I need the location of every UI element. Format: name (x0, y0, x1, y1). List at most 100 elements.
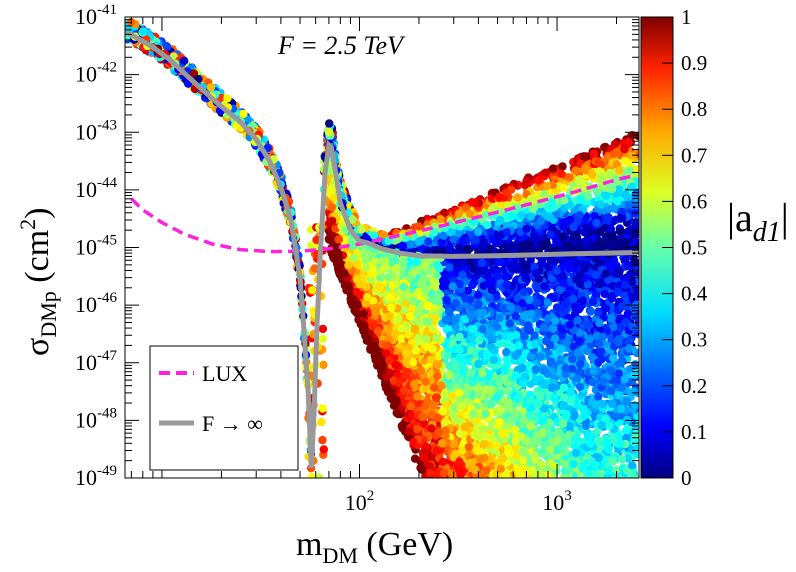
scatter-point (565, 478, 573, 486)
scatter-point (476, 481, 484, 489)
scatter-point (490, 480, 498, 488)
scatter-point (523, 478, 531, 486)
scatter-point (428, 485, 436, 493)
scatter-point (468, 482, 476, 490)
scatter-point (308, 286, 317, 295)
scatter-point (497, 483, 505, 491)
scatter-point (465, 477, 468, 478)
scatter-point (528, 481, 536, 489)
scatter-point (567, 479, 575, 487)
scatter-point (318, 324, 328, 334)
scatter-point (621, 477, 625, 478)
scatter-point (555, 477, 560, 478)
scatter-point (513, 484, 521, 492)
scatter-point (462, 480, 470, 488)
scatter-point (511, 478, 519, 486)
scatter-point (433, 485, 441, 493)
scatter-point (509, 484, 517, 492)
scatter-point (325, 119, 334, 128)
scatter-point (558, 162, 567, 171)
scatter-point (509, 484, 517, 492)
scatter-point (521, 478, 529, 486)
scatter-point (318, 334, 328, 344)
scatter-point (523, 485, 531, 493)
scatter-point (310, 264, 319, 273)
scatter-point (442, 483, 450, 491)
scatter-point (484, 478, 492, 486)
scatter-point (608, 477, 612, 478)
scatter-point (577, 481, 585, 489)
scatter-point (447, 482, 455, 490)
scatter-point (536, 480, 544, 488)
scatter-point (515, 477, 518, 478)
scatter-point (421, 478, 429, 486)
scatter-point (437, 485, 445, 493)
scatter-point (498, 478, 506, 486)
scatter-point (206, 83, 216, 92)
scatter-point (498, 479, 506, 487)
scatter-point (554, 479, 562, 487)
scatter-point (179, 56, 189, 65)
scatter-point (482, 480, 490, 488)
scatter-point (576, 478, 584, 486)
scatter-point (535, 478, 543, 486)
scatter-point (575, 484, 583, 492)
scatter-point (598, 482, 606, 490)
scatter-point (492, 292, 501, 302)
scatter-point (632, 482, 640, 490)
scatter-point (515, 479, 523, 487)
scatter-point (420, 478, 428, 486)
scatter-point (503, 483, 511, 491)
scatter-point (319, 445, 328, 454)
scatter-point (586, 482, 594, 490)
scatter-point (452, 480, 460, 488)
scatter-point (610, 480, 618, 488)
scatter-point (468, 481, 476, 489)
scatter-point (522, 482, 530, 490)
scatter-point (424, 480, 432, 488)
scatter-point (536, 481, 544, 489)
scatter-point (447, 483, 455, 491)
scatter-point (615, 481, 623, 489)
scatter-point (486, 479, 494, 487)
scatter-point (533, 478, 541, 486)
scatter-point (522, 480, 530, 488)
scatter-point (553, 477, 557, 478)
scatter-point (616, 483, 624, 491)
scatter-point (428, 482, 436, 490)
scatter-point (455, 480, 463, 488)
scatter-point (604, 478, 612, 486)
scatter-point (523, 482, 531, 490)
scatter-point (601, 483, 609, 491)
scatter-point (492, 477, 496, 478)
scatter-point (578, 483, 586, 491)
scatter-point (223, 94, 232, 103)
scatter-point (606, 314, 616, 323)
scatter-point (449, 481, 457, 489)
scatter-point (162, 42, 172, 51)
scatter-point (586, 484, 594, 492)
scatter-point (625, 166, 634, 176)
scatter-point (600, 480, 608, 488)
scatter-point (239, 109, 248, 119)
scatter-point (509, 485, 517, 493)
scatter-point (492, 477, 495, 478)
scatter-point (434, 480, 442, 488)
scatter-point (430, 483, 438, 491)
scatter-point (318, 435, 327, 445)
scatter-point (545, 479, 553, 487)
scatter-point (487, 478, 495, 486)
scatter-point (317, 417, 326, 427)
scatter-point (444, 481, 452, 489)
scatter-point (427, 477, 431, 478)
scatter-point (319, 360, 328, 370)
scatter-point (463, 479, 471, 487)
scatter-point (456, 483, 464, 491)
scatter-point (139, 27, 148, 36)
scatter-point (446, 479, 454, 487)
scatter-point (621, 156, 630, 166)
scatter-point (574, 481, 582, 489)
scatter-point (624, 485, 632, 493)
scatter-point (601, 479, 609, 487)
scatter-point (591, 479, 599, 487)
